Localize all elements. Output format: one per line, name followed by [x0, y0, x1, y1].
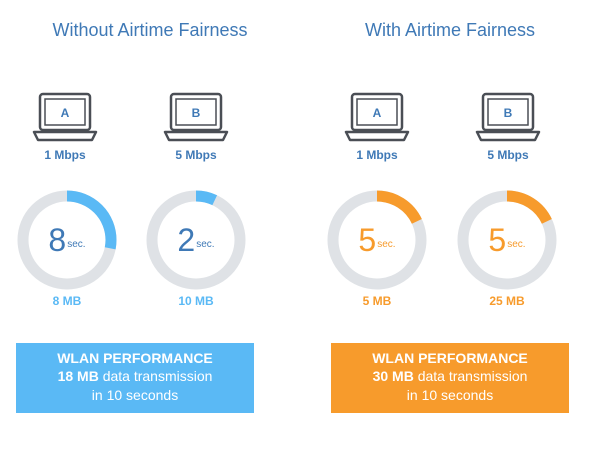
time-unit: sec.	[507, 238, 526, 250]
ring-progress	[327, 190, 427, 290]
time-value: 2 sec.	[136, 180, 256, 300]
data-amount-label: 10 MB	[178, 294, 214, 308]
perf-line-1: 18 MB data transmission	[16, 367, 254, 386]
without-fairness-panel: Without Airtime Fairness A 1 Mbps B 5 Mb…	[7, 20, 256, 413]
panel-title: Without Airtime Fairness	[52, 20, 248, 40]
perf-text: data transmission	[98, 368, 213, 384]
data-amount-label: 8 MB	[52, 294, 82, 308]
time-ring-a: 5 sec.	[317, 180, 437, 300]
laptop-letter: B	[504, 106, 513, 120]
data-amount-label: 5 MB	[362, 294, 392, 308]
speed-label: 1 Mbps	[356, 148, 398, 162]
laptop-icon: A	[32, 92, 98, 142]
perf-line-1: 30 MB data transmission	[331, 367, 569, 386]
time-number: 5	[358, 222, 377, 258]
panel-title: With Airtime Fairness	[364, 20, 536, 40]
time-value: 5 sec.	[447, 180, 567, 300]
ring-progress	[457, 190, 557, 290]
perf-title: WLAN PERFORMANCE	[57, 350, 213, 366]
time-unit: sec.	[67, 238, 86, 250]
perf-title: WLAN PERFORMANCE	[372, 350, 528, 366]
time-ring-b: 5 sec.	[447, 180, 567, 300]
wlan-performance-box: WLAN PERFORMANCE 30 MB data transmission…	[331, 343, 569, 413]
laptop-icon: A	[344, 92, 410, 142]
wlan-performance-box: WLAN PERFORMANCE 18 MB data transmission…	[16, 343, 254, 413]
ring-progress	[17, 190, 117, 290]
perf-amount: 30 MB	[372, 368, 414, 384]
time-number: 2	[177, 222, 196, 258]
laptop-letter: A	[373, 106, 382, 120]
speed-label: 5 Mbps	[175, 148, 217, 162]
laptop-letter: A	[61, 106, 70, 120]
perf-amount: 18 MB	[57, 368, 99, 384]
time-number: 5	[488, 222, 507, 258]
with-fairness-panel: With Airtime Fairness A 1 Mbps B 5 Mbps …	[300, 0, 600, 450]
perf-text: data transmission	[413, 368, 528, 384]
time-value: 5 sec.	[317, 180, 437, 300]
time-ring-a: 8 sec.	[7, 180, 127, 300]
time-number: 8	[48, 222, 67, 258]
laptop-icon: B	[475, 92, 541, 142]
perf-line-2: in 10 seconds	[91, 387, 179, 403]
time-value: 8 sec.	[7, 180, 127, 300]
ring-progress	[146, 190, 246, 290]
perf-line-2: in 10 seconds	[406, 387, 494, 403]
time-ring-b: 2 sec.	[136, 180, 256, 300]
laptop-letter: B	[192, 106, 201, 120]
laptop-icon: B	[163, 92, 229, 142]
speed-label: 1 Mbps	[44, 148, 86, 162]
time-unit: sec.	[377, 238, 396, 250]
data-amount-label: 25 MB	[489, 294, 525, 308]
time-unit: sec.	[196, 238, 215, 250]
speed-label: 5 Mbps	[487, 148, 529, 162]
